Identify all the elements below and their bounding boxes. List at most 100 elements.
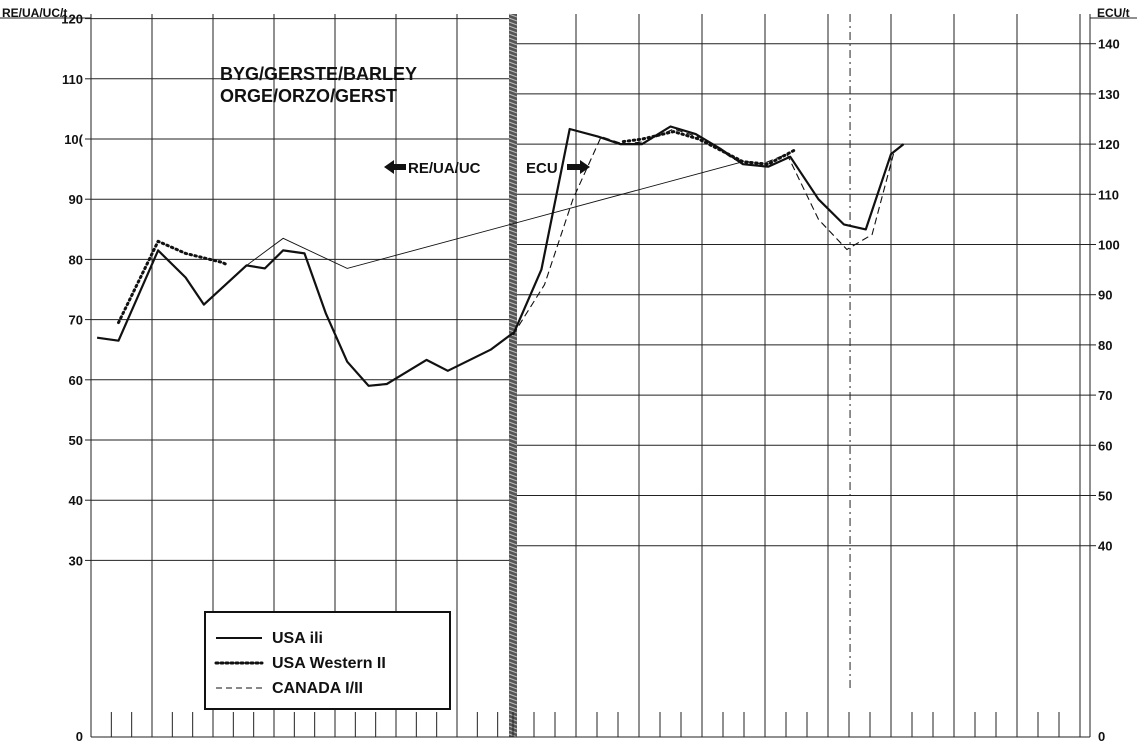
divider-hatch [508, 609, 518, 614]
divider-hatch [508, 321, 518, 326]
divider-hatch [508, 573, 518, 578]
divider-hatch [508, 517, 518, 522]
divider-hatch [508, 101, 518, 106]
divider-hatch [508, 141, 518, 146]
divider-hatch [508, 225, 518, 230]
divider-hatch [508, 337, 518, 342]
series-line-1-right [621, 130, 798, 166]
divider-hatch [508, 61, 518, 66]
divider-hatch [508, 497, 518, 502]
divider-hatch [508, 433, 518, 438]
divider-hatch [508, 121, 518, 126]
divider-hatch [508, 429, 518, 434]
right-tick-label: 120 [1098, 137, 1120, 152]
divider-hatch [508, 701, 518, 706]
divider-hatch [508, 233, 518, 238]
divider-hatch [508, 405, 518, 410]
divider-hatch [508, 537, 518, 542]
divider-hatch [508, 709, 518, 714]
divider-hatch [508, 345, 518, 350]
divider-hatch [508, 161, 518, 166]
right-tick-label: 110 [1098, 187, 1119, 202]
series-line-0-left [96, 249, 516, 387]
divider-hatch [508, 17, 518, 22]
divider-hatch [508, 49, 518, 54]
divider-hatch [508, 293, 518, 298]
right-tick-label: 140 [1098, 37, 1120, 52]
divider-hatch [508, 129, 518, 134]
divider-hatch [508, 633, 518, 638]
divider-hatch [508, 617, 518, 622]
divider-hatch [508, 425, 518, 430]
divider-hatch [508, 393, 518, 398]
divider-hatch [508, 65, 518, 70]
divider-hatch [508, 421, 518, 426]
divider-hatch [508, 25, 518, 30]
divider-hatch [508, 53, 518, 58]
divider-hatch [508, 149, 518, 154]
left-tick-label: 0 [76, 729, 83, 743]
divider-hatch [508, 621, 518, 626]
divider-hatch [508, 597, 518, 602]
divider-hatch [508, 653, 518, 658]
divider-hatch [508, 465, 518, 470]
divider-hatch [508, 369, 518, 374]
left-tick-label: 40 [69, 493, 83, 508]
divider-hatch [508, 601, 518, 606]
divider-hatch [508, 673, 518, 678]
divider-hatch [508, 629, 518, 634]
divider-hatch [508, 385, 518, 390]
divider-hatch [508, 681, 518, 686]
left-tick-label: 30 [69, 553, 83, 568]
divider-hatch [508, 605, 518, 610]
chart-title-line-1: BYG/GERSTE/BARLEY [220, 64, 417, 84]
divider-hatch [508, 313, 518, 318]
arrow-right-icon [567, 160, 590, 174]
divider-hatch [508, 341, 518, 346]
divider-hatch [508, 157, 518, 162]
divider-hatch [508, 585, 518, 590]
divider-hatch [508, 409, 518, 414]
divider-hatch [508, 41, 518, 46]
left-tick-label: 120 [61, 12, 83, 27]
divider-hatch [508, 445, 518, 450]
divider-hatch [508, 173, 518, 178]
divider-hatch [508, 229, 518, 234]
divider-hatch [508, 485, 518, 490]
divider-hatch [508, 21, 518, 26]
divider-hatch [508, 649, 518, 654]
chart-title-line-2: ORGE/ORZO/GERST [220, 86, 397, 106]
divider-hatch [508, 365, 518, 370]
left-tick-label: 60 [69, 373, 83, 388]
divider-hatch [508, 357, 518, 362]
divider-hatch [508, 693, 518, 698]
region-label-left: RE/UA/UC [384, 160, 481, 177]
divider-hatch [508, 477, 518, 482]
divider-hatch [508, 449, 518, 454]
divider-hatch [508, 249, 518, 254]
divider-hatch [508, 305, 518, 310]
divider-hatch [508, 317, 518, 322]
divider-hatch [508, 245, 518, 250]
divider-hatch [508, 513, 518, 518]
divider-hatch [508, 137, 518, 142]
divider-hatch [508, 205, 518, 210]
divider-hatch [508, 577, 518, 582]
divider-hatch [508, 417, 518, 422]
divider-hatch [508, 457, 518, 462]
divider-hatch [508, 505, 518, 510]
divider-hatch [508, 353, 518, 358]
divider-hatch [508, 45, 518, 50]
legend-entry-usa-western-ii: USA Western II [272, 655, 386, 672]
divider-hatch [508, 361, 518, 366]
divider-hatch [508, 589, 518, 594]
divider-hatch [508, 285, 518, 290]
divider-hatch [508, 593, 518, 598]
divider-hatch [508, 541, 518, 546]
left-tick-label: 80 [69, 252, 83, 267]
divider-hatch [508, 57, 518, 62]
divider-hatch [508, 105, 518, 110]
divider-hatch [508, 705, 518, 710]
legend-entry-usa-iii: USA ili [272, 630, 323, 647]
divider-hatch [508, 461, 518, 466]
